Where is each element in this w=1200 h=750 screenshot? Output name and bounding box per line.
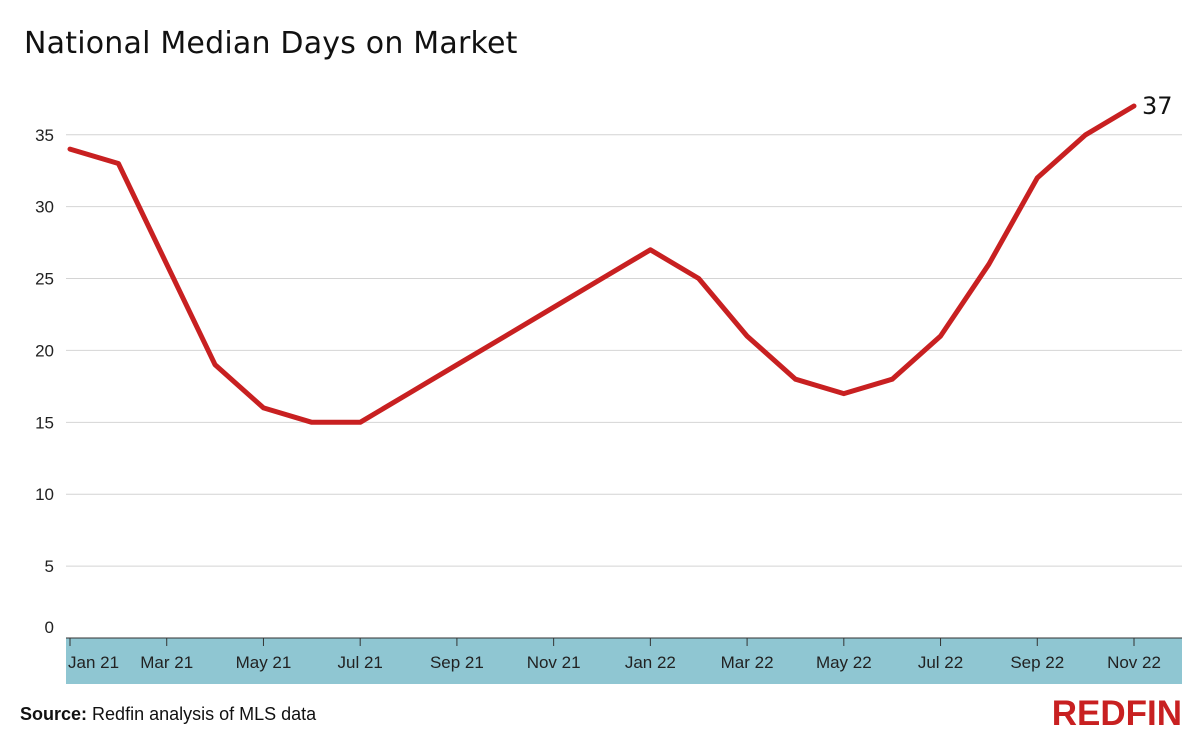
- end-value-label: 37: [1142, 92, 1173, 120]
- x-tick-label: Mar 21: [140, 653, 193, 672]
- y-tick-label: 25: [35, 270, 54, 289]
- x-tick-label: Nov 22: [1107, 653, 1161, 672]
- x-tick-label: Mar 22: [721, 653, 774, 672]
- x-axis-band: [66, 638, 1182, 684]
- grid-lines: [66, 134, 1182, 567]
- y-tick-label: 5: [45, 557, 54, 576]
- x-tick-label: Jan 22: [625, 653, 676, 672]
- source-text: Redfin analysis of MLS data: [92, 704, 317, 724]
- x-tick-label: May 22: [816, 653, 872, 672]
- x-tick-labels: Jan 21 Mar 21 May 21 Jul 21 Sep 21 Nov 21 Jan …: [68, 638, 1161, 672]
- y-tick-label: 35: [35, 126, 54, 145]
- x-tick-label: Nov 21: [527, 653, 581, 672]
- y-tick-label: 15: [35, 413, 54, 432]
- source-note: Source: Redfin analysis of MLS data: [20, 704, 316, 725]
- x-tick-label: Jul 22: [918, 653, 963, 672]
- x-tick-label: Jul 21: [337, 653, 382, 672]
- series-line: [67, 103, 1137, 425]
- x-tick-label: Jan 21: [68, 653, 119, 672]
- y-tick-label: 0: [45, 618, 54, 637]
- chart-title: National Median Days on Market: [24, 26, 518, 61]
- y-tick-label: 30: [35, 198, 54, 217]
- x-tick-label: Sep 22: [1010, 653, 1064, 672]
- x-tick-label: Sep 21: [430, 653, 484, 672]
- x-tick-label: May 21: [236, 653, 292, 672]
- redfin-logo: REDFIN: [1051, 694, 1182, 733]
- y-tick-label: 10: [35, 485, 54, 504]
- source-label: Source:: [20, 704, 88, 724]
- y-tick-label: 20: [35, 341, 54, 360]
- y-tick-labels: 0 5 10 15 20 25 30 35: [35, 126, 54, 637]
